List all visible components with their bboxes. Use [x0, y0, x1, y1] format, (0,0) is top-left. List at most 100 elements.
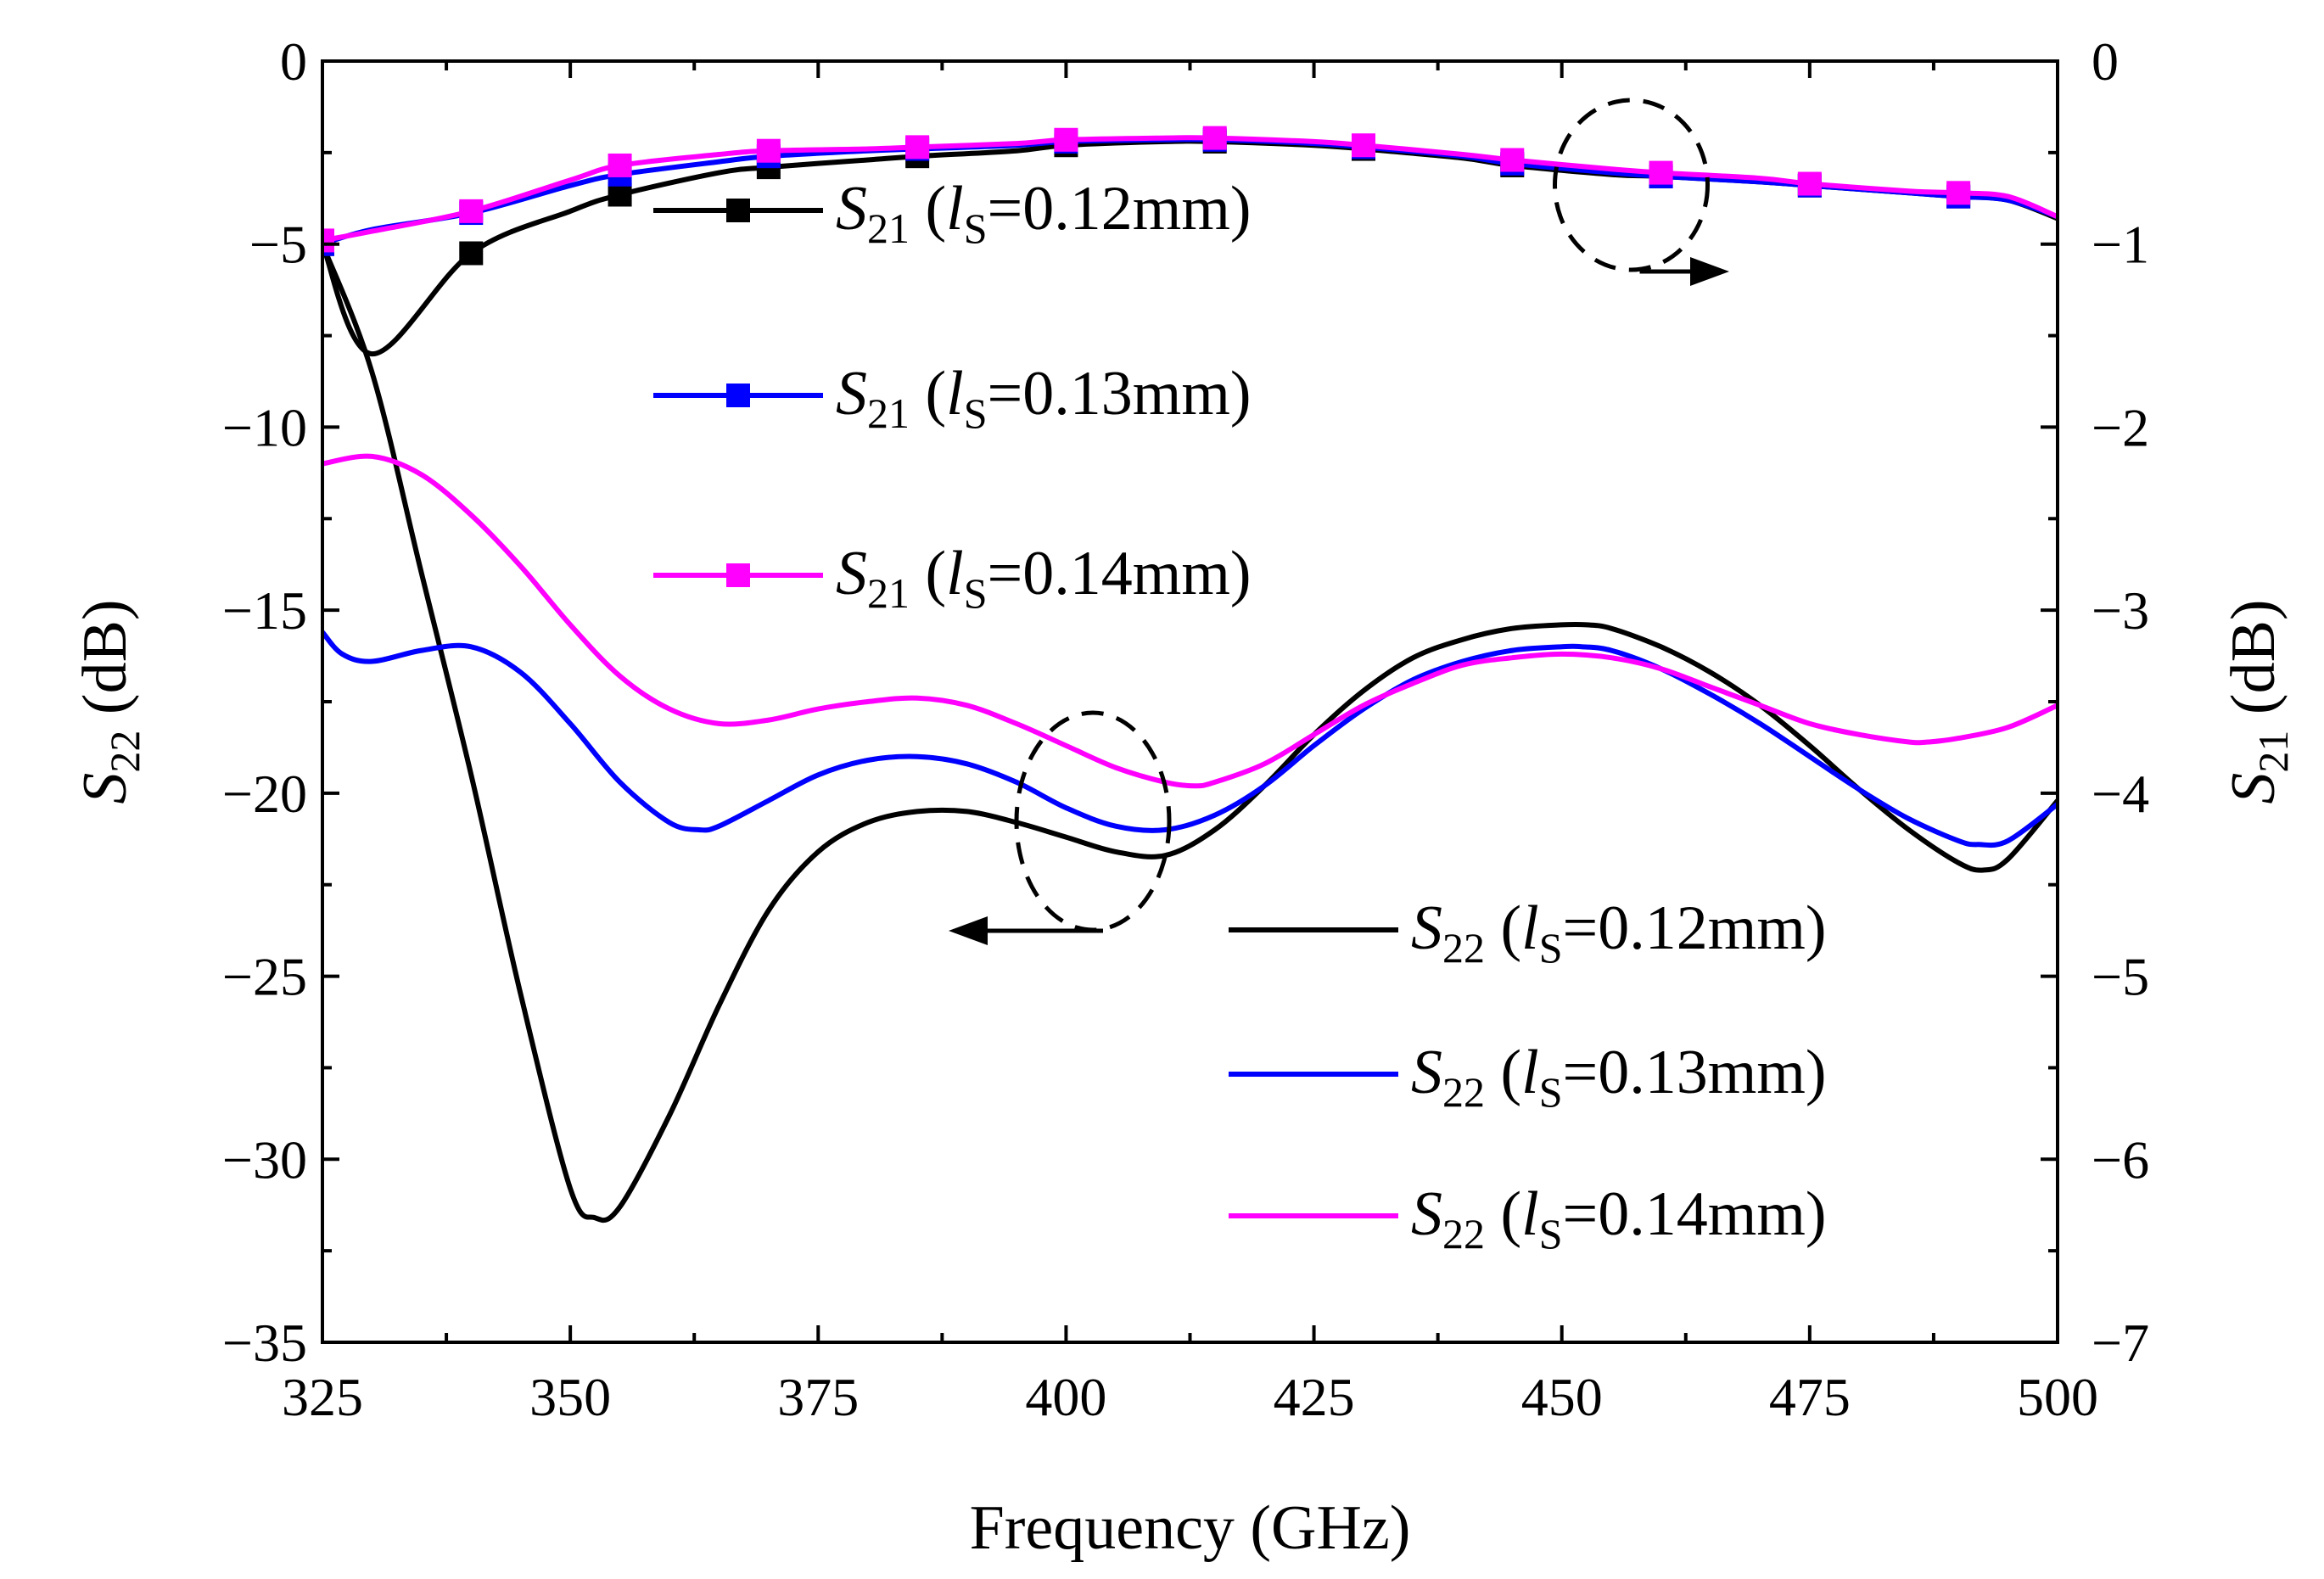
- legend-item: S21 (lS=0.12mm): [653, 174, 1252, 252]
- x-axis-title: Frequency (GHz): [970, 1493, 1411, 1563]
- legend-label-part: =0.13mm): [1563, 1038, 1827, 1107]
- series-s22-ls-0-13mm: [322, 630, 2058, 848]
- y-left-tick-label: −25: [222, 947, 307, 1007]
- x-tick-label: 475: [1769, 1367, 1851, 1427]
- legend-label-part: S: [1539, 1068, 1563, 1116]
- legend-label-part: (: [1485, 1038, 1521, 1107]
- data-point: [1202, 126, 1227, 150]
- y-right-title-subscript: 21: [2249, 731, 2297, 773]
- y-left-tick-label: −35: [222, 1313, 307, 1373]
- legend-label-part: 21: [867, 569, 910, 617]
- axes-layer: 325 350 375 400 425 450 475 5000−5−10−15−20−25−…: [222, 31, 2149, 1427]
- y-right-tick-label: −3: [2092, 580, 2149, 641]
- annotation-layer: [949, 98, 1729, 945]
- legend-label-part: (: [910, 174, 946, 244]
- legend-label: S21 (lS=0.13mm): [836, 359, 1252, 437]
- legend-label: S22 (lS=0.12mm): [1411, 893, 1827, 971]
- legend: S21 (lS=0.12mm)S21 (lS=0.13mm)S21 (lS=0.…: [653, 174, 1827, 1257]
- y-left-tick-label: −20: [222, 764, 307, 824]
- legend-label-part: S: [964, 569, 988, 617]
- legend-label-part: l: [1521, 1179, 1539, 1249]
- data-point: [1054, 127, 1078, 152]
- data-point: [608, 153, 632, 177]
- x-tick-label: 325: [282, 1367, 363, 1427]
- series-line-s22-ls-0-14mm: [322, 453, 2058, 789]
- legend-label-part: 21: [867, 389, 910, 437]
- y-right-tick-label: −4: [2092, 764, 2149, 824]
- plot-area: [322, 126, 2058, 1223]
- data-point: [1352, 133, 1375, 158]
- legend-label: S21 (lS=0.14mm): [836, 539, 1252, 617]
- data-point: [608, 182, 632, 207]
- series-line-s22-ls-0-13mm: [322, 630, 2058, 848]
- y-left-title-unit: (dB): [70, 599, 140, 730]
- legend-label-part: 22: [1442, 924, 1485, 971]
- legend-label-part: S: [836, 174, 867, 244]
- legend-label: S22 (lS=0.13mm): [1411, 1038, 1827, 1116]
- data-point: [1946, 181, 1971, 205]
- x-tick-label: 375: [777, 1367, 859, 1427]
- legend-label-part: 22: [1442, 1068, 1485, 1116]
- legend-label: S21 (lS=0.12mm): [836, 174, 1252, 252]
- x-tick-label: 400: [1025, 1367, 1106, 1427]
- legend-label-part: l: [1521, 893, 1539, 963]
- legend-label-part: S: [836, 359, 867, 428]
- legend-label-part: S: [836, 539, 867, 608]
- legend-item: S22 (lS=0.12mm): [1229, 893, 1827, 971]
- data-point: [459, 199, 484, 223]
- y-left-tick-label: −10: [222, 397, 307, 457]
- series-s21-ls-0-14mm: [322, 126, 2058, 253]
- legend-label-part: l: [946, 174, 964, 244]
- y-right-tick-label: −6: [2092, 1129, 2149, 1190]
- legend-label-part: S: [964, 204, 988, 252]
- legend-label-part: (: [910, 539, 946, 608]
- legend-label-part: (: [1485, 1179, 1521, 1249]
- legend-item: S22 (lS=0.14mm): [1229, 1179, 1827, 1257]
- legend-item: S22 (lS=0.13mm): [1229, 1038, 1827, 1116]
- y-left-title-subscript: 22: [101, 731, 148, 773]
- legend-item: S21 (lS=0.14mm): [653, 539, 1252, 617]
- y-left-axis-title: S22 (dB): [70, 599, 148, 803]
- y-left-title-symbol: S: [70, 773, 140, 804]
- y-left-tick-label: −30: [222, 1129, 307, 1190]
- legend-label-part: S: [1539, 924, 1563, 971]
- legend-label-part: (: [1485, 893, 1521, 963]
- data-point: [905, 135, 930, 160]
- legend-marker: [726, 563, 750, 587]
- data-point: [459, 241, 484, 266]
- legend-label-part: 22: [1442, 1210, 1485, 1257]
- y-right-tick-label: −5: [2092, 947, 2149, 1007]
- y-right-title-symbol: S: [2219, 773, 2288, 804]
- legend-label-part: S: [964, 389, 988, 437]
- legend-label-part: S: [1411, 893, 1442, 963]
- s21-group-dashed-ellipse: [1553, 98, 1711, 272]
- y-right-tick-label: −1: [2092, 215, 2149, 275]
- y-left-tick-label: 0: [280, 31, 307, 92]
- y-right-tick-label: 0: [2092, 31, 2119, 92]
- legend-label-part: =0.13mm): [988, 359, 1252, 428]
- y-right-title-unit: (dB): [2219, 599, 2288, 730]
- y-right-tick-label: −7: [2092, 1313, 2149, 1373]
- legend-label-part: l: [946, 359, 964, 428]
- arrow-head: [1690, 257, 1729, 286]
- data-point: [322, 228, 334, 253]
- x-tick-label: 450: [1521, 1367, 1603, 1427]
- arrow-head: [949, 916, 988, 945]
- legend-marker: [726, 384, 750, 407]
- y-right-tick-label: −2: [2092, 397, 2149, 457]
- legend-marker: [726, 199, 750, 222]
- plot-frame: [321, 59, 2059, 1344]
- legend-label-part: S: [1411, 1179, 1442, 1249]
- legend-label-part: S: [1539, 1210, 1563, 1257]
- legend-item: S21 (lS=0.13mm): [653, 359, 1252, 437]
- legend-label-part: S: [1411, 1038, 1442, 1107]
- legend-label-part: l: [946, 539, 964, 608]
- data-point: [1500, 148, 1525, 172]
- legend-label-part: 21: [867, 204, 910, 252]
- x-tick-label: 425: [1274, 1367, 1355, 1427]
- legend-label-part: =0.14mm): [1563, 1179, 1827, 1249]
- data-point: [1649, 160, 1673, 185]
- y-right-axis-title: S21 (dB): [2219, 599, 2297, 803]
- legend-label-part: (: [910, 359, 946, 428]
